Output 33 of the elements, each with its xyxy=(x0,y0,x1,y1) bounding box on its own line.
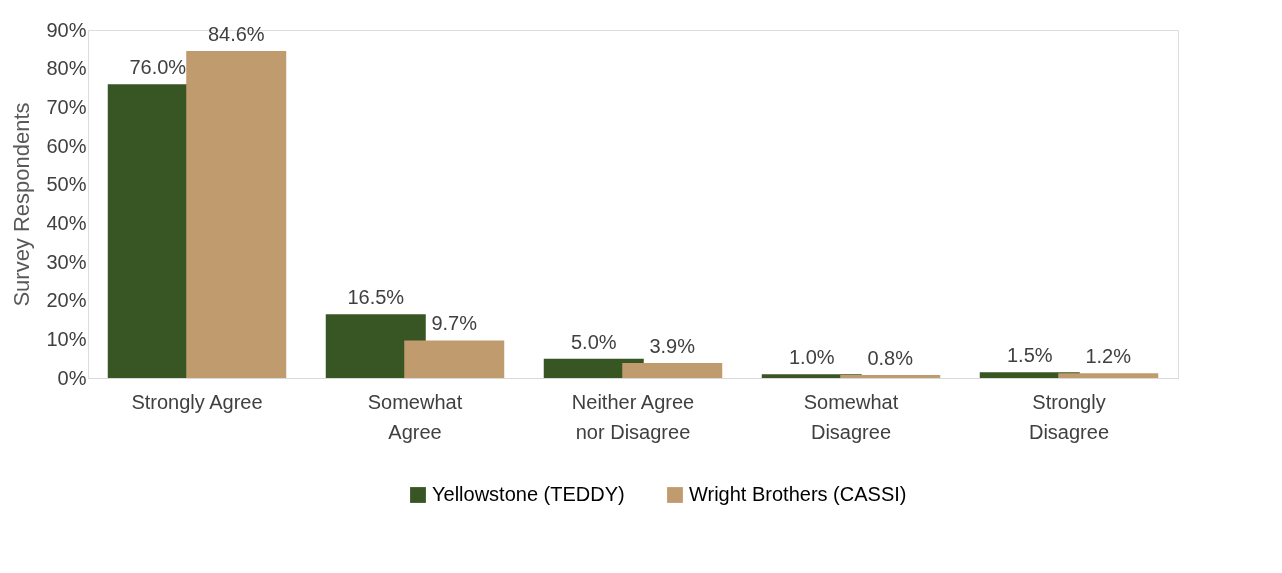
y-tick-label: 50% xyxy=(46,173,87,196)
data-label: 1.0% xyxy=(788,346,835,369)
x-tick-label: Somewhat Agree xyxy=(367,390,463,443)
y-tick-label: 60% xyxy=(46,134,87,157)
x-tick-label: Neither Agree nor Disagree xyxy=(571,390,695,443)
data-label: 76.0% xyxy=(129,56,187,79)
data-label: 5.0% xyxy=(570,330,617,353)
x-tick-label: Strongly Agree xyxy=(131,390,263,413)
x-tick-label: Strongly Disagree xyxy=(1028,390,1110,443)
y-tick-label: 70% xyxy=(46,95,87,118)
y-axis-title: Survey Respondents xyxy=(9,102,35,307)
legend-label: Yellowstone (TEDDY) xyxy=(432,483,625,505)
data-label: 1.2% xyxy=(1085,345,1132,368)
bar xyxy=(186,50,287,378)
data-label: 1.5% xyxy=(1006,344,1053,367)
y-tick-label: 20% xyxy=(46,289,87,312)
y-tick-label: 90% xyxy=(46,18,87,41)
y-tick-label: 80% xyxy=(46,57,87,80)
bar xyxy=(1058,373,1159,378)
data-label: 3.9% xyxy=(649,334,696,357)
legend-label: Wright Brothers (CASSI) xyxy=(689,483,907,505)
bar xyxy=(622,362,723,378)
x-tick-label: Somewhat Disagree xyxy=(803,390,899,443)
bar xyxy=(840,374,941,378)
data-label: 84.6% xyxy=(207,22,265,45)
data-label: 16.5% xyxy=(347,286,405,309)
data-label: 0.8% xyxy=(867,346,914,369)
bar xyxy=(404,340,505,378)
y-tick-label: 30% xyxy=(46,250,87,273)
y-tick-label: 0% xyxy=(57,366,87,389)
y-tick-label: 40% xyxy=(46,211,87,234)
y-tick-label: 10% xyxy=(46,327,87,350)
data-label: 9.7% xyxy=(431,312,478,335)
